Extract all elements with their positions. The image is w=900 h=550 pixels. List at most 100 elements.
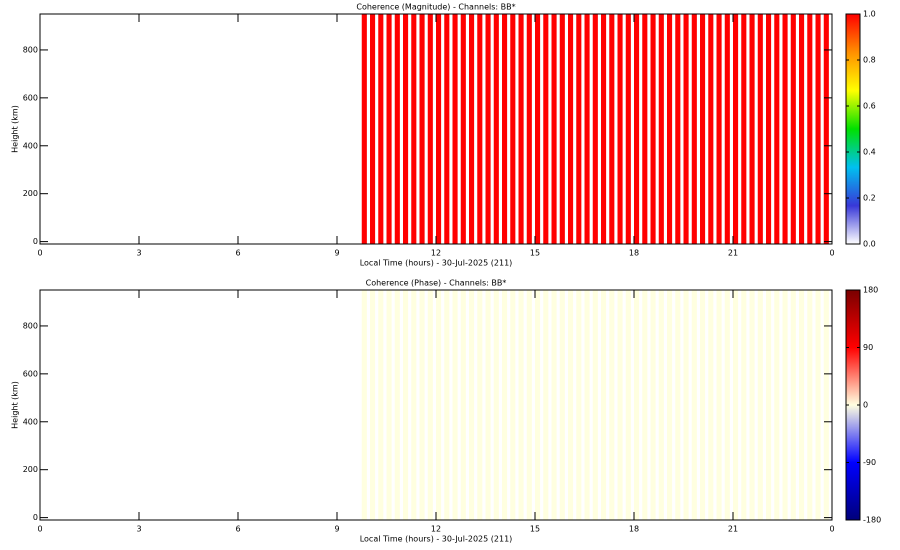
data-column xyxy=(625,290,631,520)
data-column xyxy=(477,14,483,244)
data-column xyxy=(502,290,508,520)
data-column xyxy=(378,14,384,244)
data-column xyxy=(708,290,714,520)
data-column xyxy=(782,290,788,520)
data-column xyxy=(551,14,557,244)
data-column xyxy=(601,290,607,520)
data-column xyxy=(419,14,425,244)
x-tick-label: 0 xyxy=(37,525,42,534)
data-column xyxy=(774,14,780,244)
data-column xyxy=(460,290,466,520)
x-tick-label: 0 xyxy=(829,525,834,534)
data-column xyxy=(716,14,722,244)
data-column xyxy=(790,290,796,520)
y-tick-label: 800 xyxy=(23,45,38,54)
data-column xyxy=(493,290,499,520)
data-column xyxy=(634,290,640,520)
data-column xyxy=(584,14,590,244)
x-tick-label: 12 xyxy=(431,525,441,534)
colorbar-tick-label: 0.0 xyxy=(863,240,876,249)
data-column xyxy=(444,290,450,520)
x-tick-label: 6 xyxy=(235,525,240,534)
x-tick-label: 3 xyxy=(136,525,141,534)
data-column xyxy=(658,290,664,520)
data-column xyxy=(815,14,821,244)
data-column xyxy=(427,14,433,244)
data-column xyxy=(790,14,796,244)
data-column xyxy=(584,290,590,520)
data-column xyxy=(502,14,508,244)
y-tick-label: 800 xyxy=(23,321,38,330)
data-column xyxy=(592,290,598,520)
data-column xyxy=(576,14,582,244)
data-column xyxy=(675,290,681,520)
data-column xyxy=(378,290,384,520)
data-column xyxy=(609,14,615,244)
x-axis-label: Local Time (hours) - 30-Jul-2025 (211) xyxy=(360,259,513,268)
y-tick-label: 200 xyxy=(23,189,38,198)
data-column xyxy=(452,14,458,244)
x-tick-label: 0 xyxy=(37,249,42,258)
data-column xyxy=(427,290,433,520)
data-column xyxy=(436,290,442,520)
data-column xyxy=(716,290,722,520)
data-column xyxy=(510,14,516,244)
data-column xyxy=(543,290,549,520)
data-column xyxy=(807,290,813,520)
data-column xyxy=(823,290,829,520)
data-column xyxy=(444,14,450,244)
x-tick-label: 3 xyxy=(136,249,141,258)
chart-title: Coherence (Magnitude) - Channels: BB* xyxy=(356,3,515,12)
x-tick-label: 18 xyxy=(629,525,639,534)
y-tick-label: 0 xyxy=(33,513,38,522)
x-tick-label: 15 xyxy=(530,249,540,258)
data-column xyxy=(774,290,780,520)
data-column xyxy=(518,14,524,244)
colorbar-tick-label: -180 xyxy=(863,516,881,525)
data-column xyxy=(708,14,714,244)
data-column xyxy=(485,14,491,244)
y-axis-label: Height (km) xyxy=(11,105,20,153)
x-tick-label: 15 xyxy=(530,525,540,534)
data-column xyxy=(617,14,623,244)
y-tick-label: 600 xyxy=(23,93,38,102)
data-column xyxy=(757,290,763,520)
data-column xyxy=(460,14,466,244)
x-tick-label: 12 xyxy=(431,249,441,258)
data-column xyxy=(609,290,615,520)
data-column xyxy=(419,290,425,520)
data-column xyxy=(436,14,442,244)
data-column xyxy=(617,290,623,520)
data-column xyxy=(394,14,400,244)
data-column xyxy=(667,14,673,244)
x-tick-label: 0 xyxy=(829,249,834,258)
data-column xyxy=(691,14,697,244)
data-column xyxy=(724,290,730,520)
data-column xyxy=(799,290,805,520)
colorbar xyxy=(845,13,861,245)
data-column xyxy=(741,14,747,244)
y-tick-label: 400 xyxy=(23,417,38,426)
x-tick-label: 9 xyxy=(334,525,339,534)
data-column xyxy=(766,14,772,244)
data-column xyxy=(370,290,376,520)
data-column xyxy=(526,290,532,520)
x-tick-label: 21 xyxy=(728,525,738,534)
data-column xyxy=(411,14,417,244)
data-column xyxy=(510,290,516,520)
data-column xyxy=(733,14,739,244)
data-column xyxy=(403,290,409,520)
data-column xyxy=(733,290,739,520)
colorbar-tick-label: 0 xyxy=(863,401,868,410)
data-column xyxy=(469,14,475,244)
colorbar-tick-label: 0.8 xyxy=(863,56,876,65)
data-column xyxy=(807,14,813,244)
data-column xyxy=(601,14,607,244)
colorbar-tick-label: 180 xyxy=(863,286,878,295)
y-tick-label: 0 xyxy=(33,237,38,246)
data-column xyxy=(592,14,598,244)
colorbar-tick-label: 90 xyxy=(863,343,873,352)
colorbar-tick-label: 1.0 xyxy=(863,10,876,19)
data-column xyxy=(650,290,656,520)
